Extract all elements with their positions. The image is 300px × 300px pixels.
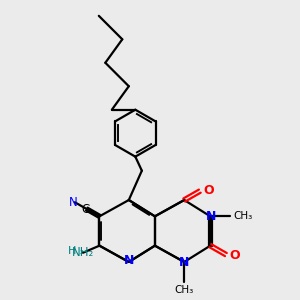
Text: CH₃: CH₃ (175, 285, 194, 295)
Text: O: O (230, 249, 240, 262)
Text: ₂: ₂ (80, 246, 83, 256)
Text: N: N (124, 254, 134, 268)
Text: O: O (204, 184, 214, 197)
Text: N: N (179, 256, 189, 269)
Text: CH₃: CH₃ (234, 211, 253, 221)
Text: NH₂: NH₂ (72, 246, 94, 259)
Text: C: C (81, 202, 89, 215)
Text: H: H (68, 246, 76, 256)
Text: N: N (206, 210, 217, 223)
Text: N: N (69, 196, 78, 209)
